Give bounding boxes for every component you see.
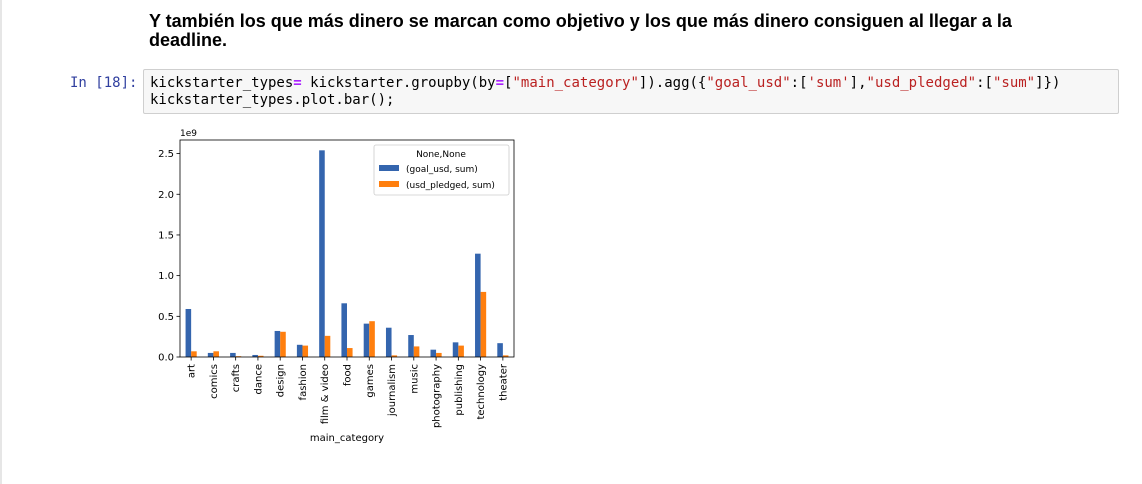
x-tick-label: publishing <box>454 364 465 416</box>
bar-pledged-2 <box>235 356 242 357</box>
code-token: ]}) <box>1035 75 1061 91</box>
legend-label-goal: (goal_usd, sum) <box>406 165 478 175</box>
y-tick-label: 2.0 <box>158 190 174 201</box>
bar-goal-0 <box>185 308 192 357</box>
cell-left-border <box>0 0 2 484</box>
y-tick-label: 1.0 <box>158 271 174 282</box>
bar-goal-8 <box>363 323 370 357</box>
cell-prompt: In [18]: <box>70 75 138 91</box>
x-tick-label: design <box>276 364 287 397</box>
legend-box <box>373 144 510 196</box>
code-token: kickstarter.groupby(by <box>301 75 496 91</box>
bar-pledged-1 <box>213 351 219 357</box>
bar-pledged-5 <box>302 345 309 357</box>
bar-pledged-10 <box>413 346 420 357</box>
bar-pledged-13 <box>480 291 487 357</box>
bar-pledged-14 <box>502 355 509 357</box>
bar-goal-14 <box>497 343 503 357</box>
code-string: 'sum' <box>807 75 850 91</box>
legend-swatch-pledged <box>379 181 399 187</box>
code-cell-input[interactable]: kickstarter_types= kickstarter.groupby(b… <box>143 69 1119 114</box>
x-tick-label: comics <box>209 364 220 399</box>
bar-goal-13 <box>475 253 481 357</box>
x-tick-label: technology <box>476 364 487 420</box>
x-tick-label: dance <box>253 364 264 394</box>
code-line-2: kickstarter_types.plot.bar(); <box>150 92 395 108</box>
bar-pledged-9 <box>391 355 398 357</box>
bar-goal-1 <box>207 352 214 357</box>
bar-goal-12 <box>452 342 459 357</box>
legend: None,None (goal_usd, sum) (usd_pledged, … <box>373 144 510 196</box>
bar-pledged-6 <box>324 335 331 357</box>
x-tick-label: journalism <box>387 364 398 417</box>
bar-pledged-7 <box>347 348 353 357</box>
code-token: kickstarter_types <box>150 75 294 91</box>
bar-pledged-4 <box>280 331 286 357</box>
y-axis: 0.0 0.5 1.0 1.5 2.0 2.5 <box>158 149 180 364</box>
bar-goal-6 <box>319 150 325 357</box>
y-tick-label: 0.5 <box>158 312 174 323</box>
bar-goal-9 <box>385 327 392 357</box>
bar-goal-5 <box>296 344 303 357</box>
legend-swatch-goal <box>379 165 399 171</box>
code-token: ], <box>849 75 867 91</box>
bars-layer <box>185 150 509 357</box>
code-operator: = <box>495 75 505 91</box>
x-tick-label: games <box>365 364 376 398</box>
bar-pledged-3 <box>257 355 264 357</box>
bar-pledged-11 <box>436 352 442 357</box>
chart-output: 0.0 0.5 1.0 1.5 2.0 2.5 art comics crafts dance d… <box>0 0 560 484</box>
bar-goal-7 <box>341 303 347 357</box>
x-axis-label: main_category <box>310 433 384 444</box>
code-string: "usd_pledged" <box>866 75 977 91</box>
bar-goal-4 <box>274 330 281 357</box>
markdown-heading: Y también los que más dinero se marcan c… <box>149 11 1012 50</box>
legend-label-pledged: (usd_pledged, sum) <box>406 181 495 191</box>
x-tick-label: film & video <box>320 364 331 424</box>
x-tick-label: art <box>187 364 198 378</box>
bar-chart: 0.0 0.5 1.0 1.5 2.0 2.5 art comics crafts dance d… <box>158 129 515 444</box>
x-tick-label: fashion <box>298 364 309 400</box>
x-tick-label: crafts <box>231 364 242 392</box>
code-string: "goal_usd" <box>706 75 791 91</box>
bar-goal-3 <box>252 354 258 357</box>
offset-text: 1e9 <box>180 129 197 139</box>
x-tick-label: food <box>343 364 354 386</box>
code-string: "main_category" <box>512 75 639 91</box>
bar-goal-11 <box>430 349 437 357</box>
code-string: "sum" <box>992 75 1036 91</box>
legend-title: None,None <box>416 150 466 160</box>
y-tick-label: 0.0 <box>158 353 174 364</box>
bar-pledged-8 <box>369 321 375 357</box>
x-tick-label: theater <box>498 363 509 401</box>
y-tick-label: 1.5 <box>158 230 174 241</box>
x-tick-label: photography <box>432 364 443 428</box>
code-token: :[ <box>976 75 993 91</box>
bar-pledged-12 <box>458 345 464 357</box>
bar-pledged-0 <box>191 351 197 357</box>
bar-goal-2 <box>230 352 236 357</box>
code-token: ]).agg({ <box>638 75 707 91</box>
x-tick-label: music <box>409 364 420 394</box>
x-axis: art comics crafts dance design fashion film & … <box>187 357 509 428</box>
code-token: :[ <box>790 75 808 91</box>
bar-goal-10 <box>408 335 414 357</box>
code-operator: = <box>293 75 302 91</box>
y-tick-label: 2.5 <box>158 149 174 160</box>
code-token: [ <box>504 75 513 91</box>
